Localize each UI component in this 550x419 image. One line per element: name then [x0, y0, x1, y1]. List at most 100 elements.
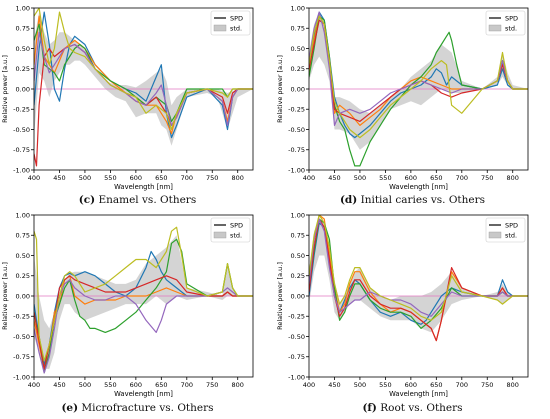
y-tick-label: 0.75	[291, 25, 305, 33]
legend-label-spd: SPD	[505, 221, 518, 229]
y-tick-label: -0.25	[13, 313, 30, 321]
x-axis-label: Wavelength [nm]	[389, 183, 448, 191]
x-tick-label: 500	[354, 381, 366, 389]
caption-microfracture-text: Microfracture vs. Others	[78, 402, 214, 414]
std-band	[309, 12, 528, 150]
caption-initial-caries-text: Initial caries vs. Others	[357, 194, 486, 206]
legend-band-swatch	[213, 24, 227, 32]
y-tick-label: 1.00	[291, 4, 305, 12]
y-tick-label: 0.25	[291, 65, 305, 73]
x-tick-label: 600	[130, 174, 142, 182]
y-tick-label: 0.00	[291, 292, 305, 300]
y-tick-label: 0.00	[16, 85, 30, 93]
y-tick-label: -0.75	[288, 353, 305, 361]
legend-label-std: std.	[505, 25, 517, 33]
series-line-6	[309, 215, 528, 321]
y-tick-label: -0.25	[13, 106, 30, 114]
x-tick-label: 500	[79, 174, 91, 182]
y-tick-label: -0.25	[288, 313, 305, 321]
x-axis-label: Wavelength [nm]	[114, 390, 173, 398]
x-tick-label: 600	[405, 174, 417, 182]
x-tick-label: 750	[481, 381, 493, 389]
x-tick-label: 550	[104, 381, 116, 389]
caption-enamel: (c) Enamel vs. Others	[0, 194, 275, 206]
x-tick-label: 400	[303, 381, 315, 389]
y-tick-label: -0.50	[288, 333, 305, 341]
y-axis-label: Relative power [a.u.]	[1, 262, 9, 330]
chart-panel-initial-caries: 400 450 500 550 600 650 700 750 800 -1.00 -0.75 -0.…	[275, 0, 550, 195]
y-tick-label: 1.00	[16, 211, 30, 219]
y-tick-label: -0.75	[13, 146, 30, 154]
y-tick-label: 0.25	[291, 272, 305, 280]
x-tick-label: 550	[379, 174, 391, 182]
x-tick-label: 650	[430, 174, 442, 182]
x-tick-label: 450	[328, 174, 340, 182]
caption-microfracture: (e) Microfracture vs. Others	[0, 402, 275, 414]
series-line-6	[309, 15, 528, 139]
x-tick-label: 550	[104, 174, 116, 182]
legend-band-swatch	[488, 231, 502, 239]
series-line-1	[34, 11, 253, 139]
caption-root: (f) Root vs. Others	[275, 402, 550, 414]
x-tick-label: 450	[53, 174, 65, 182]
x-tick-label: 650	[155, 174, 167, 182]
y-tick-label: -0.50	[13, 333, 30, 341]
chart-panel-root: 400 450 500 550 600 650 700 750 800 -1.00 -0.75 -0.…	[275, 207, 550, 402]
chart-root: 400 450 500 550 600 650 700 750 800 -1.00 -0.75 -0.…	[276, 211, 529, 398]
legend-band-swatch	[213, 231, 227, 239]
x-tick-label: 700	[456, 174, 468, 182]
y-tick-label: -1.00	[13, 166, 30, 174]
series-line-6	[34, 8, 253, 131]
chart-panel-microfracture: 400 450 500 550 600 650 700 750 800 -1.00 -0.75 -0.…	[0, 207, 275, 402]
y-tick-label: 0.50	[291, 45, 305, 53]
y-tick-label: 0.25	[16, 272, 30, 280]
x-tick-label: 400	[303, 174, 315, 182]
y-tick-label: 0.75	[16, 232, 30, 240]
x-tick-label: 450	[53, 381, 65, 389]
y-tick-label: -0.75	[288, 146, 305, 154]
caption-enamel-label: (c)	[78, 194, 96, 206]
x-tick-label: 800	[507, 381, 519, 389]
x-tick-label: 650	[155, 381, 167, 389]
series-line-5	[34, 31, 253, 126]
legend-label-spd: SPD	[230, 221, 243, 229]
caption-root-label: (f)	[362, 402, 377, 414]
y-tick-label: 0.50	[16, 45, 30, 53]
y-tick-label: -1.00	[13, 373, 30, 381]
x-tick-label: 500	[354, 174, 366, 182]
x-tick-label: 750	[481, 174, 493, 182]
x-tick-label: 450	[328, 381, 340, 389]
x-tick-label: 600	[405, 381, 417, 389]
x-tick-label: 650	[430, 381, 442, 389]
y-tick-label: -0.50	[288, 126, 305, 134]
x-tick-label: 800	[232, 174, 244, 182]
x-tick-label: 700	[456, 381, 468, 389]
legend-label-spd: SPD	[230, 14, 243, 22]
series-line-3	[309, 15, 528, 167]
chart-panel-enamel: 400 450 500 550 600 650 700 750 800 -1.00 -0.75 -0.…	[0, 0, 275, 195]
y-tick-label: 1.00	[16, 4, 30, 12]
x-tick-label: 500	[79, 381, 91, 389]
y-tick-label: -0.50	[13, 126, 30, 134]
x-tick-label: 700	[181, 174, 193, 182]
y-tick-label: 0.25	[16, 65, 30, 73]
caption-root-text: Root vs. Others	[376, 402, 463, 414]
x-tick-label: 600	[130, 381, 142, 389]
caption-initial-caries: (d) Initial caries vs. Others	[275, 194, 550, 206]
y-tick-label: 0.00	[16, 292, 30, 300]
x-tick-label: 400	[28, 174, 40, 182]
y-tick-label: 0.75	[16, 25, 30, 33]
y-tick-label: -0.75	[13, 353, 30, 361]
y-tick-label: 0.00	[291, 85, 305, 93]
legend-label-std: std.	[505, 232, 517, 240]
legend-label-std: std.	[230, 232, 242, 240]
x-axis-label: Wavelength [nm]	[389, 390, 448, 398]
y-axis-label: Relative power [a.u.]	[276, 262, 284, 330]
legend-label-spd: SPD	[505, 14, 518, 22]
y-tick-label: -1.00	[288, 373, 305, 381]
series-line-6	[34, 226, 253, 362]
caption-microfracture-label: (e)	[61, 402, 79, 414]
chart-initial-caries: 400 450 500 550 600 650 700 750 800 -1.00 -0.75 -0.…	[276, 4, 529, 191]
legend-label-std: std.	[230, 25, 242, 33]
chart-microfracture: 400 450 500 550 600 650 700 750 800 -1.00 -0.75 -0.…	[1, 211, 254, 398]
